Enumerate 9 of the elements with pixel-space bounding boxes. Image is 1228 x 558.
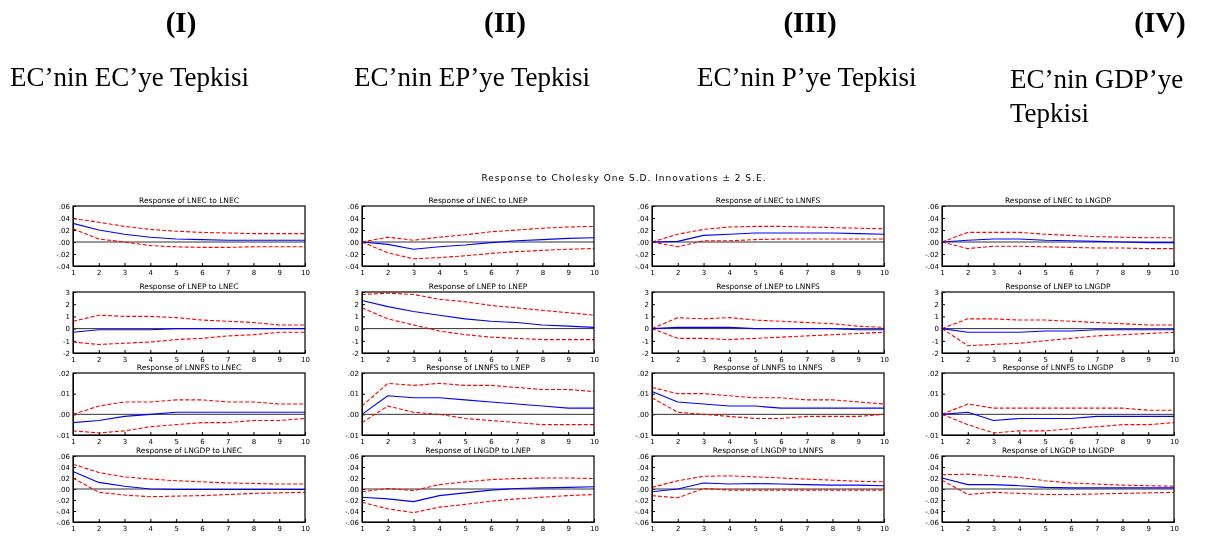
- text: (I): [165, 6, 197, 39]
- text: (III): [783, 6, 837, 39]
- text: EC’nin P’ye Tepkisi: [697, 62, 917, 93]
- text: (II): [484, 6, 526, 39]
- text: (IV): [1134, 6, 1186, 39]
- text: EC’nin EC’ye Tepkisi: [10, 62, 250, 93]
- text: Response to Cholesky One S.D. Innovations ± 2 S.E.: [481, 173, 767, 183]
- text: EC’nin GDP’ye Tepkisi: [1010, 63, 1185, 130]
- text: EC’nin EP’ye Tepkisi: [354, 62, 591, 93]
